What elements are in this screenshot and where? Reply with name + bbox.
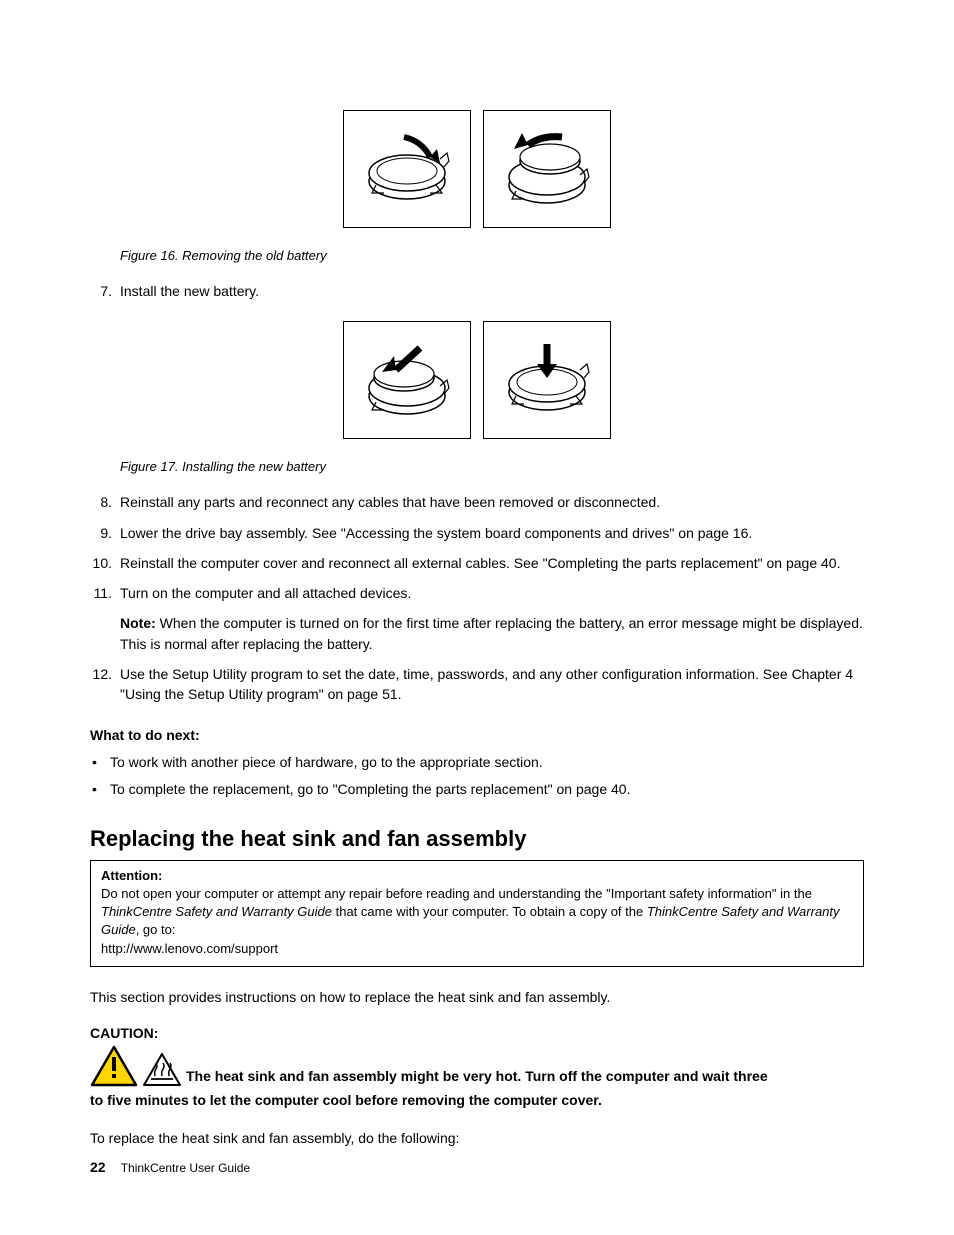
bullet-dot: • [90, 780, 110, 800]
battery-remove-2-icon [492, 119, 602, 219]
step-9-number: 9. [90, 523, 120, 543]
battery-install-1-icon [352, 330, 462, 430]
bullet-dot: • [90, 753, 110, 773]
step-12: 12. Use the Setup Utility program to set… [90, 664, 864, 705]
figure-17-panel-1 [343, 321, 471, 439]
note-label: Note: [120, 615, 156, 631]
what-next-b1-text: To work with another piece of hardware, … [110, 753, 543, 773]
step-10-number: 10. [90, 553, 120, 573]
figure-17-row [90, 321, 864, 439]
step-9-text: Lower the drive bay assembly. See "Acces… [120, 523, 864, 543]
step-10-text: Reinstall the computer cover and reconne… [120, 553, 864, 573]
attention-label: Attention: [101, 868, 162, 883]
page-number: 22 [90, 1159, 106, 1175]
step-11-number: 11. [90, 583, 120, 654]
attention-post: , go to: [136, 922, 176, 937]
caution-wrap-text: to five minutes to let the computer cool… [90, 1091, 864, 1111]
attention-em1: ThinkCentre Safety and Warranty Guide [101, 904, 332, 919]
section-intro: This section provides instructions on ho… [90, 989, 864, 1005]
step-7: 7. Install the new battery. [90, 281, 864, 301]
step-8-text: Reinstall any parts and reconnect any ca… [120, 492, 864, 512]
step-8-number: 8. [90, 492, 120, 512]
what-next-bullet-2: • To complete the replacement, go to "Co… [90, 780, 864, 800]
step-7-text: Install the new battery. [120, 281, 864, 301]
figure-16-caption: Figure 16. Removing the old battery [120, 248, 864, 263]
battery-remove-1-icon [352, 119, 462, 219]
caution-row: The heat sink and fan assembly might be … [90, 1045, 864, 1087]
final-para: To replace the heat sink and fan assembl… [90, 1130, 864, 1146]
what-next-heading: What to do next: [90, 727, 864, 743]
what-next-bullet-1: • To work with another piece of hardware… [90, 753, 864, 773]
step-12-number: 12. [90, 664, 120, 705]
battery-install-2-icon [492, 330, 602, 430]
attention-pre: Do not open your computer or attempt any… [101, 886, 812, 901]
warning-triangle-icon [90, 1045, 138, 1087]
caution-inline-text: The heat sink and fan assembly might be … [186, 1067, 768, 1087]
page-footer: 22 ThinkCentre User Guide [90, 1159, 250, 1175]
attention-url: http://www.lenovo.com/support [101, 941, 278, 956]
hot-surface-triangle-icon [142, 1052, 182, 1087]
step-11-note: Note: When the computer is turned on for… [120, 613, 864, 654]
footer-title: ThinkCentre User Guide [121, 1161, 250, 1175]
figure-16-panel-1 [343, 110, 471, 228]
step-9: 9. Lower the drive bay assembly. See "Ac… [90, 523, 864, 543]
step-10: 10. Reinstall the computer cover and rec… [90, 553, 864, 573]
note-text: When the computer is turned on for the f… [120, 615, 863, 651]
step-11-body: Turn on the computer and all attached de… [120, 583, 864, 654]
step-11: 11. Turn on the computer and all attache… [90, 583, 864, 654]
step-12-text: Use the Setup Utility program to set the… [120, 664, 864, 705]
figure-17-panel-2 [483, 321, 611, 439]
figure-17-caption: Figure 17. Installing the new battery [120, 459, 864, 474]
section-heading: Replacing the heat sink and fan assembly [90, 826, 864, 852]
attention-mid: that came with your computer. To obtain … [332, 904, 647, 919]
figure-16-row [90, 110, 864, 228]
what-next-b2-text: To complete the replacement, go to "Comp… [110, 780, 630, 800]
step-7-number: 7. [90, 281, 120, 301]
attention-box: Attention: Do not open your computer or … [90, 860, 864, 967]
step-8: 8. Reinstall any parts and reconnect any… [90, 492, 864, 512]
figure-16-panel-2 [483, 110, 611, 228]
step-11-text: Turn on the computer and all attached de… [120, 585, 411, 601]
caution-label: CAUTION: [90, 1025, 864, 1041]
